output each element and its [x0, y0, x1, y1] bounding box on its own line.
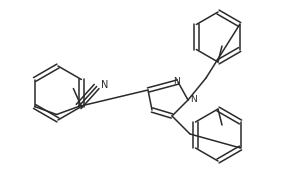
Text: N: N: [190, 96, 197, 104]
Text: N: N: [101, 80, 108, 90]
Text: N: N: [174, 77, 180, 85]
